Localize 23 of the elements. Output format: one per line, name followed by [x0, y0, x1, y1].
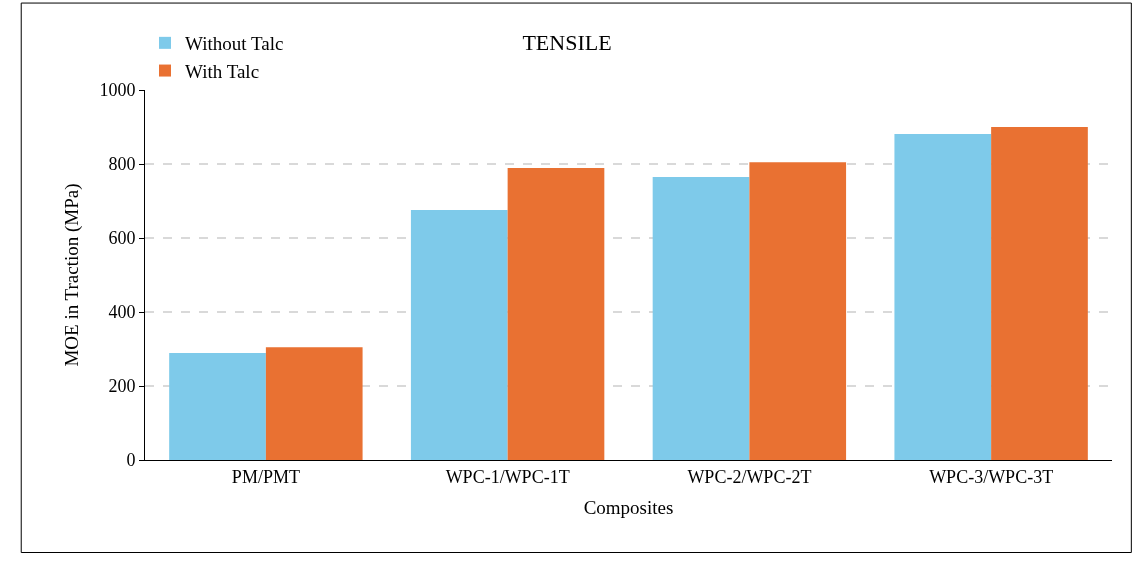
y-tick-label: 600 [108, 228, 136, 249]
bar [652, 176, 750, 460]
bar [507, 168, 605, 460]
y-axis-title: MOE in Traction (MPa) [61, 183, 84, 367]
bar [169, 353, 266, 460]
x-tick-label: WPC-1/WPC-1T [445, 466, 570, 487]
x-tick-label: WPC-3/WPC-3T [929, 466, 1054, 487]
bar [894, 134, 992, 460]
bar [749, 162, 847, 460]
y-tick-label: 1000 [99, 80, 136, 101]
bar [265, 347, 363, 460]
x-tick-label: PM/PMT [231, 466, 300, 487]
y-tick-label: 0 [126, 450, 136, 471]
legend-label: Without Talc [185, 33, 284, 55]
x-axis-title: Composites [583, 497, 674, 519]
legend-label: With Talc [185, 60, 260, 82]
y-tick-label: 400 [108, 302, 136, 323]
chart-title: TENSILE [522, 29, 612, 55]
bar [991, 127, 1088, 460]
y-tick-label: 200 [108, 376, 136, 397]
x-tick-label: WPC-2/WPC-2T [687, 466, 812, 487]
bar [410, 209, 508, 460]
y-tick-label: 800 [108, 154, 136, 175]
